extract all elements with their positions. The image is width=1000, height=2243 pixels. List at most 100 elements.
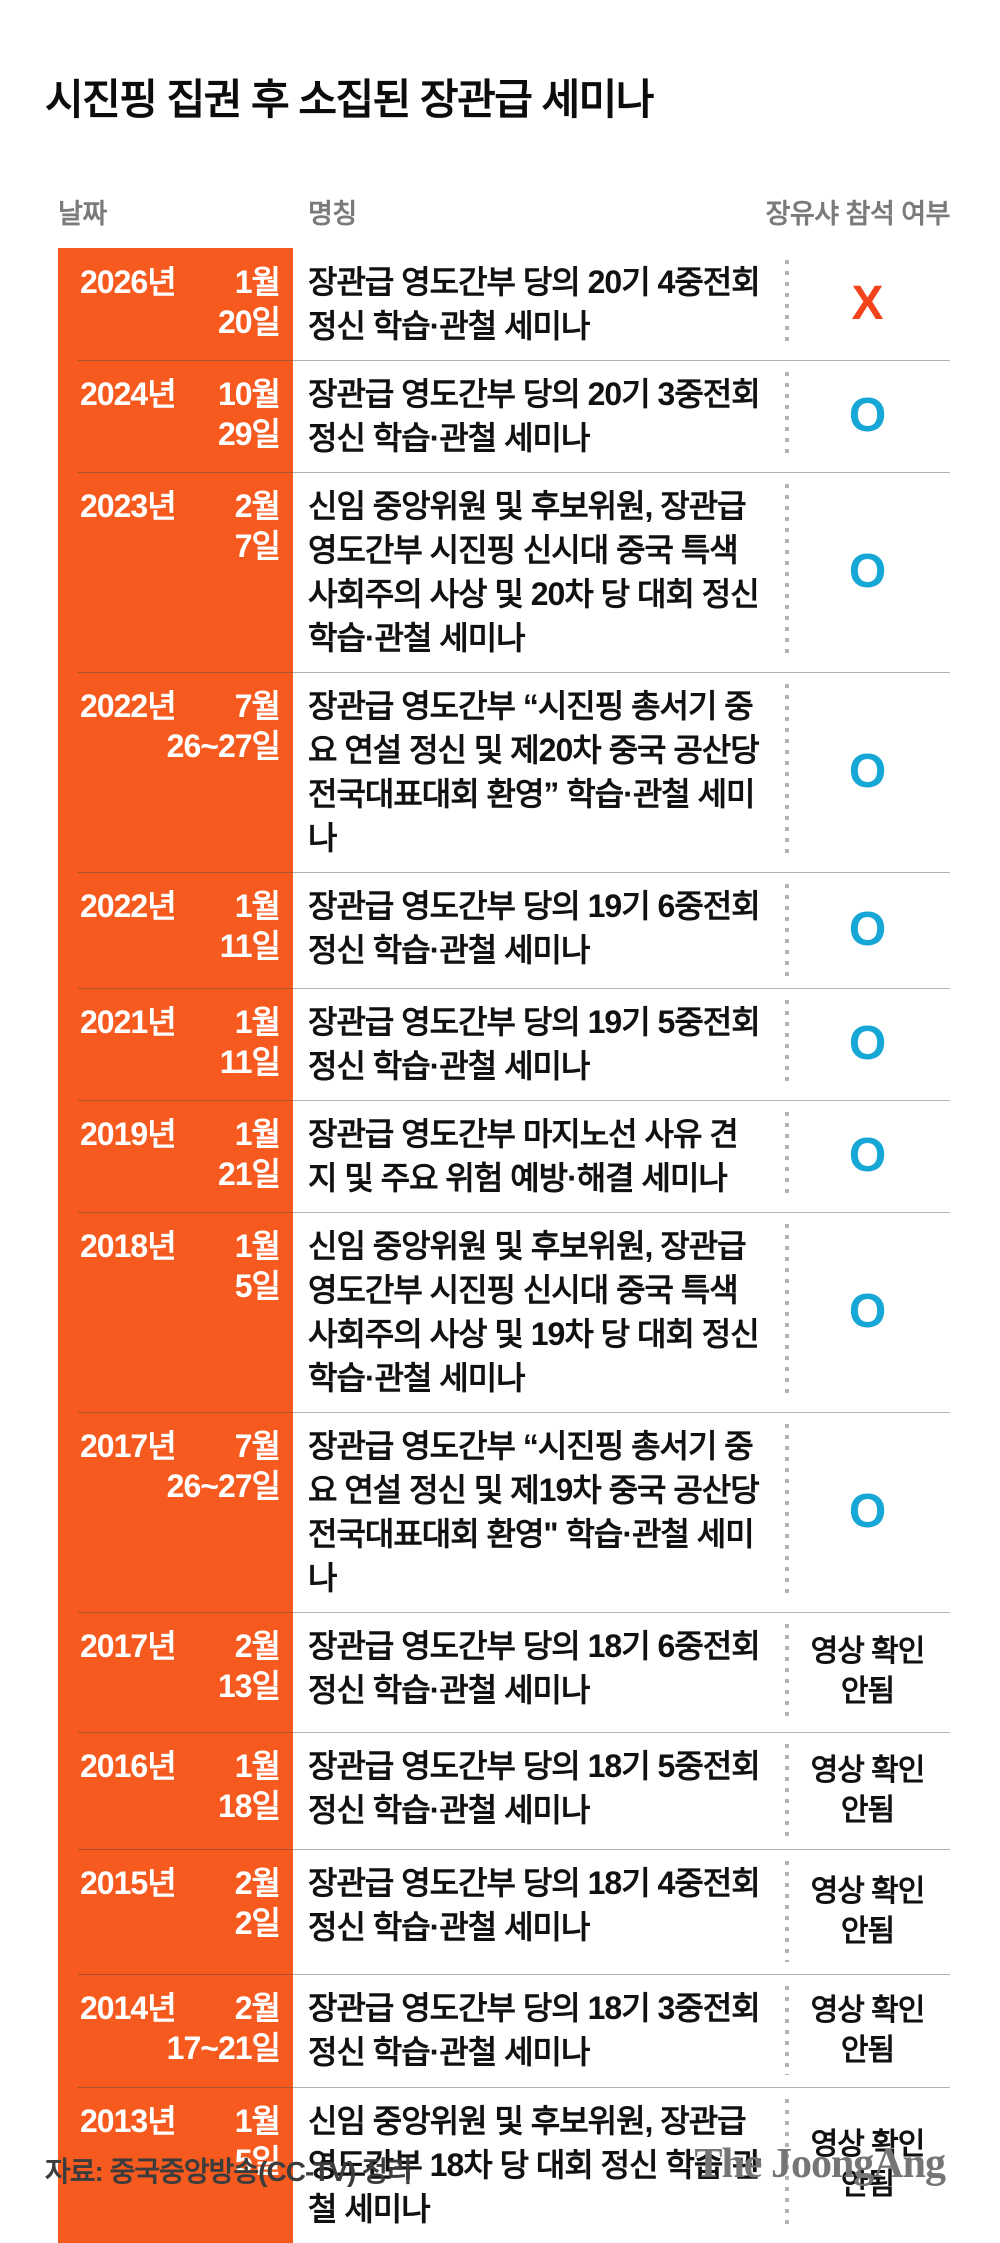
date-cell: 2021년 1월 11일 xyxy=(58,988,293,1100)
date-year: 2026년 xyxy=(80,264,177,300)
seminar-name: 장관급 영도간부 당의 19기 6중전회 정신 학습·관철 세미나 xyxy=(308,888,761,968)
date-year: 2015년 xyxy=(80,1865,177,1901)
date-day: 29일 xyxy=(217,416,281,452)
date-day: 7일 xyxy=(234,528,281,564)
attendance-cell: X xyxy=(785,248,950,360)
date-year: 2024년 xyxy=(80,376,177,412)
table-row: 2022년 7월 26~27일 장관급 영도간부 “시진핑 총서기 중요 연설 정… xyxy=(58,672,950,872)
table-row: 2013년 1월 5일 신임 중앙위원 및 후보위원, 장관급 영도간부 18차 … xyxy=(58,2087,950,2243)
seminar-name: 장관급 영도간부 당의 18기 5중전회 정신 학습·관철 세미나 xyxy=(308,1748,761,1828)
seminar-name: 장관급 영도간부 당의 20기 3중전회 정신 학습·관철 세미나 xyxy=(308,376,761,456)
column-header-date: 날짜 xyxy=(58,199,107,229)
attendance-cell: 영상 확인 안됨 xyxy=(785,1612,950,1732)
attendance-cell: O xyxy=(785,1100,950,1212)
table-row: 2017년 7월 26~27일 장관급 영도간부 “시진핑 총서기 중요 연설 정… xyxy=(58,1412,950,1612)
date-day: 20일 xyxy=(217,304,281,340)
date-cell: 2022년 1월 11일 xyxy=(58,872,293,988)
date-year: 2018년 xyxy=(80,1228,177,1264)
attendance-o-mark: O xyxy=(848,745,887,798)
date-cell: 2018년 1월 5일 xyxy=(58,1212,293,1412)
attendance-x-mark: X xyxy=(851,277,884,330)
date-year: 2017년 xyxy=(80,1628,177,1664)
page-title: 시진핑 집권 후 소집된 장관급 세미나 xyxy=(45,76,654,124)
date-day: 11일 xyxy=(219,1044,281,1080)
attendance-cell: 영상 확인 안됨 xyxy=(785,2087,950,2243)
date-month: 2월 xyxy=(234,1990,281,2026)
date-year: 2019년 xyxy=(80,1116,177,1152)
seminar-name: 장관급 영도간부 “시진핑 총서기 중요 연설 정신 및 제20차 중국 공산당… xyxy=(308,688,760,856)
date-month: 7월 xyxy=(234,688,281,724)
table-row: 2022년 1월 11일 장관급 영도간부 당의 19기 6중전회 정신 학습·관… xyxy=(58,872,950,988)
attendance-note: 영상 확인 안됨 xyxy=(810,1993,926,2067)
seminar-name: 장관급 영도간부 당의 20기 4중전회 정신 학습·관철 세미나 xyxy=(308,264,761,344)
table-row: 2015년 2월 2일 장관급 영도간부 당의 18기 4중전회 정신 학습·관철… xyxy=(58,1849,950,1974)
seminar-name: 신임 중앙위원 및 후보위원, 장관급 영도간부 시진핑 신시대 중국 특색 사… xyxy=(308,1228,760,1396)
date-cell: 2026년 1월 20일 xyxy=(58,248,293,360)
date-month: 1월 xyxy=(234,888,281,924)
attendance-cell: 영상 확인 안됨 xyxy=(785,1732,950,1849)
attendance-note: 영상 확인 안됨 xyxy=(810,1753,926,1827)
date-year: 2017년 xyxy=(80,1428,177,1464)
date-year: 2022년 xyxy=(80,888,177,924)
attendance-o-mark: O xyxy=(848,1485,887,1538)
date-month: 1월 xyxy=(234,1004,281,1040)
date-day: 26~27일 xyxy=(166,1468,281,1504)
column-header-attendance: 장유샤 참석 여부 xyxy=(765,199,951,229)
attendance-note: 영상 확인 안됨 xyxy=(810,1635,926,1708)
date-year: 2022년 xyxy=(80,688,177,724)
date-month: 1월 xyxy=(234,1228,281,1264)
date-cell: 2019년 1월 21일 xyxy=(58,1100,293,1212)
date-month: 1월 xyxy=(234,1116,281,1152)
date-cell: 2017년 7월 26~27일 xyxy=(58,1412,293,1612)
date-month: 10월 xyxy=(217,376,281,412)
seminar-name: 장관급 영도간부 “시진핑 총서기 중요 연설 정신 및 제19차 중국 공산당… xyxy=(308,1428,760,1596)
attendance-cell: O xyxy=(785,1412,950,1612)
source-credit: 자료: 중국중앙방송(CC-TV) 정리 xyxy=(45,2156,413,2187)
date-day: 18일 xyxy=(217,1788,281,1824)
seminar-name: 장관급 영도간부 당의 19기 5중전회 정신 학습·관철 세미나 xyxy=(308,1004,761,1084)
date-cell: 2015년 2월 2일 xyxy=(58,1849,293,1974)
date-day: 5일 xyxy=(234,2143,281,2179)
joongang-logo: The JoongAng xyxy=(694,2141,946,2187)
table-row: 2023년 2월 7일 신임 중앙위원 및 후보위원, 장관급 영도간부 시진핑 … xyxy=(58,472,950,672)
attendance-cell: O xyxy=(785,672,950,872)
seminar-name: 신임 중앙위원 및 후보위원, 장관급 영도간부 18차 당 대회 정신 학습·… xyxy=(308,2103,761,2227)
attendance-o-mark: O xyxy=(848,1285,887,1338)
attendance-cell: O xyxy=(785,1212,950,1412)
column-header-name: 명칭 xyxy=(308,199,357,229)
attendance-o-mark: O xyxy=(848,903,887,956)
date-cell: 2013년 1월 5일 xyxy=(58,2087,293,2243)
date-day: 17~21일 xyxy=(166,2030,281,2066)
attendance-o-mark: O xyxy=(848,1129,887,1182)
date-month: 7월 xyxy=(234,1428,281,1464)
date-month: 2월 xyxy=(234,1865,281,1901)
seminar-table: 2026년 1월 20일 장관급 영도간부 당의 20기 4중전회 정신 학습·관… xyxy=(58,248,950,2243)
seminar-name: 장관급 영도간부 당의 18기 3중전회 정신 학습·관철 세미나 xyxy=(308,1990,761,2070)
attendance-o-mark: O xyxy=(848,1017,887,1070)
attendance-cell: O xyxy=(785,472,950,672)
date-day: 11일 xyxy=(219,928,281,964)
date-month: 1월 xyxy=(234,264,281,300)
table-row: 2014년 2월 17~21일 장관급 영도간부 당의 18기 3중전회 정신 학… xyxy=(58,1974,950,2087)
table-row: 2019년 1월 21일 장관급 영도간부 마지노선 사유 견지 및 주요 위험 … xyxy=(58,1100,950,1212)
table-header: 날짜 명칭 장유샤 참석 여부 xyxy=(58,192,951,229)
table-row: 2026년 1월 20일 장관급 영도간부 당의 20기 4중전회 정신 학습·관… xyxy=(58,248,950,360)
date-day: 13일 xyxy=(217,1668,281,1704)
date-year: 2016년 xyxy=(80,1748,177,1784)
date-month: 1월 xyxy=(234,1748,281,1784)
date-cell: 2023년 2월 7일 xyxy=(58,472,293,672)
date-cell: 2022년 7월 26~27일 xyxy=(58,672,293,872)
date-year: 2023년 xyxy=(80,488,177,524)
attendance-o-mark: O xyxy=(848,545,887,598)
table-row: 2016년 1월 18일 장관급 영도간부 당의 18기 5중전회 정신 학습·관… xyxy=(58,1732,950,1849)
date-cell: 2014년 2월 17~21일 xyxy=(58,1974,293,2087)
date-day: 21일 xyxy=(217,1156,281,1192)
attendance-cell: O xyxy=(785,360,950,472)
date-year: 2013년 xyxy=(80,2103,177,2139)
attendance-note: 영상 확인 안됨 xyxy=(810,1874,926,1948)
seminar-name: 신임 중앙위원 및 후보위원, 장관급 영도간부 시진핑 신시대 중국 특색 사… xyxy=(308,488,760,656)
table-row: 2017년 2월 13일 장관급 영도간부 당의 18기 6중전회 정신 학습·관… xyxy=(58,1612,950,1732)
attendance-note: 영상 확인 안됨 xyxy=(810,2128,926,2201)
date-month: 2월 xyxy=(234,1628,281,1664)
date-day: 2일 xyxy=(234,1905,281,1941)
